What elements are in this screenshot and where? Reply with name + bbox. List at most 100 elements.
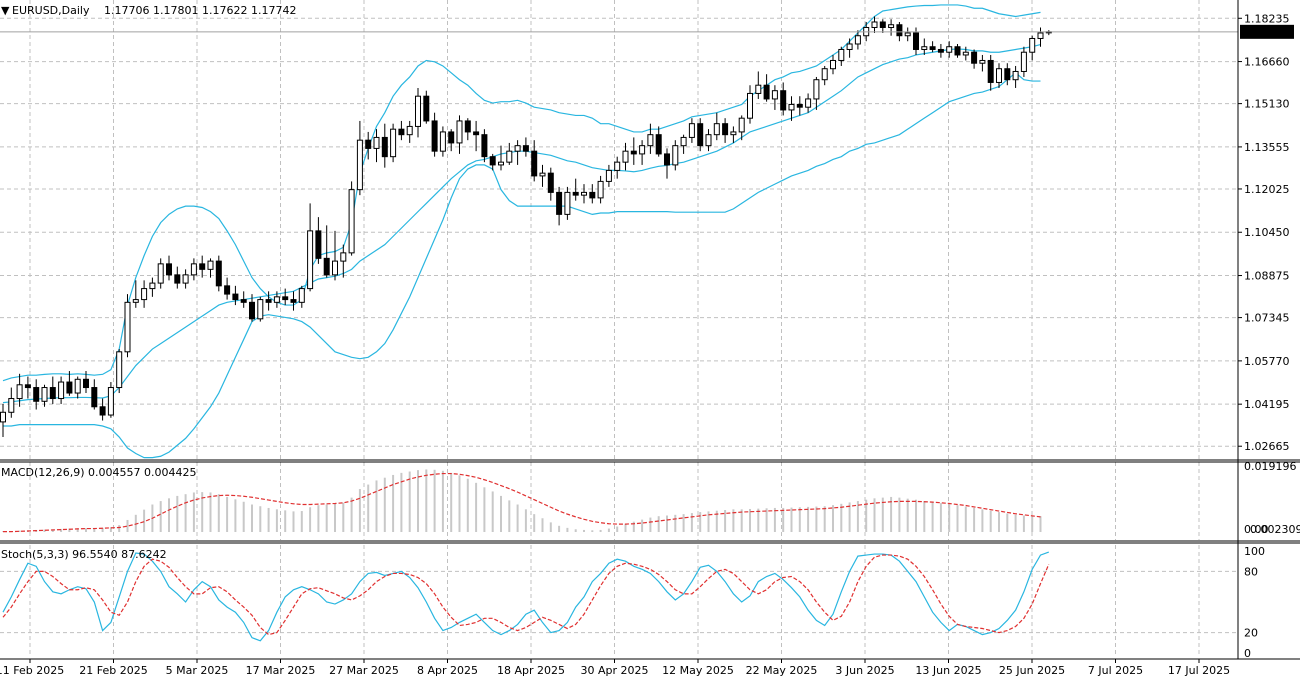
current-price-label: 1.17742 [1244, 26, 1290, 39]
candle-body-bull [730, 131, 737, 136]
candle-body-bull [257, 299, 264, 320]
price-tick-label: 1.07345 [1244, 312, 1290, 325]
candle-body-bull [738, 117, 745, 133]
candle-body-bull [373, 136, 380, 149]
current-price-tag [1240, 24, 1294, 39]
date-label: 17 Mar 2025 [246, 664, 316, 677]
header-marker: ▼ [1, 4, 10, 17]
candle-body-bull [273, 296, 280, 303]
candle-body-bear [215, 260, 222, 287]
candle-body-bear [448, 131, 455, 144]
candle-body-bear [240, 299, 247, 303]
date-label: 21 Feb 2025 [79, 664, 147, 677]
candle-body-bull [514, 145, 521, 152]
candle-body-bear [722, 123, 729, 136]
candle-body-bull [149, 282, 156, 290]
candle-body-bull [58, 381, 65, 400]
candle-body-bull [921, 46, 928, 50]
candle-body-bull [456, 120, 463, 144]
date-label: 17 Jul 2025 [1168, 664, 1230, 677]
candle-body-bear [879, 21, 886, 28]
candle-body-bear [664, 153, 670, 166]
candle-body-bear [655, 134, 662, 155]
candle-body-bull [406, 125, 413, 136]
candle-body-bear [796, 103, 803, 108]
candle-body-bear [315, 230, 322, 259]
price-tick-label: 1.16660 [1244, 56, 1290, 69]
stoch-label: Stoch(5,3,3) 96.5540 87.6242 [1, 548, 167, 561]
candle-body-bull [348, 189, 355, 254]
candle-body-bear [91, 387, 98, 408]
candle-body-bear [282, 296, 289, 301]
macd-signal-line [3, 472, 1041, 533]
candle-body-bull [332, 260, 338, 276]
candle-body-bull [713, 123, 720, 136]
candle-body-bear [323, 257, 330, 276]
candle-body-bull [16, 384, 23, 400]
stoch-tick-label: 80 [1244, 565, 1258, 578]
candle-body-bear [556, 191, 563, 215]
candle-body-bear [398, 128, 405, 136]
candle-body-bull [340, 252, 347, 262]
candle-body-bull [141, 288, 148, 301]
candle-body-bull [564, 191, 571, 215]
stoch-tick-label: 100 [1244, 545, 1265, 558]
candle-body-bear [913, 32, 919, 50]
candle-body-bear [423, 95, 430, 122]
macd-tick-label: 0.002309 [1250, 523, 1300, 536]
price-tick-label: 1.12025 [1244, 183, 1290, 196]
date-label: 27 Mar 2025 [329, 664, 399, 677]
candle-body-bear [464, 120, 471, 133]
candle-body-bull [539, 172, 546, 177]
candle-body-bull [614, 161, 621, 171]
candle-body-bull [1020, 51, 1027, 72]
candle-body-bear [224, 285, 231, 295]
candle-body-bear [381, 136, 388, 158]
candle-body-bear [572, 191, 579, 196]
header-ohlc: 1.17706 1.17801 1.17622 1.17742 [104, 4, 296, 17]
candle-body-bull [207, 260, 214, 270]
candle-body-bear [265, 299, 272, 303]
candle-body-bull [506, 150, 513, 163]
candle-body-bull [871, 21, 878, 28]
candle-body-bull [805, 98, 812, 108]
date-label: 12 May 2025 [662, 664, 734, 677]
candle-body-bear [431, 120, 438, 152]
candle-body-bull [846, 43, 853, 50]
date-label: 11 Feb 2025 [0, 664, 64, 677]
candle-body-bull [390, 128, 397, 158]
date-label: 30 Apr 2025 [580, 664, 648, 677]
candle-body-bull [755, 84, 762, 94]
candle-body-bull [1012, 70, 1019, 81]
candle-body-bear [174, 274, 181, 284]
bollinger-middle-line [2, 43, 1041, 404]
candle-body-bear [481, 134, 488, 158]
candle-body-bull [415, 95, 421, 127]
candle-body-bear [780, 90, 787, 111]
candle-body-bear [199, 263, 206, 270]
candle-body-bear [954, 46, 961, 56]
stoch-tick-label: 0 [1244, 647, 1251, 660]
candle-body-bear [66, 381, 73, 394]
price-tick-label: 1.08875 [1244, 270, 1290, 283]
candle-body-bull [41, 387, 48, 402]
candle-body-bear [531, 150, 538, 177]
date-label: 3 Jun 2025 [835, 664, 894, 677]
candle-body-bull [0, 411, 6, 423]
candle-body-bull [647, 134, 654, 147]
candle-body-bear [24, 384, 31, 389]
date-label: 8 Apr 2025 [417, 664, 478, 677]
candle-body-bull [904, 32, 911, 37]
candle-body-bear [473, 131, 480, 136]
candle-body-bull [854, 35, 861, 45]
stoch-main-line [2, 551, 1050, 642]
macd-tick-label: 0.019196 [1244, 460, 1297, 473]
candle-body-bull [705, 134, 712, 147]
price-plot [0, 4, 1238, 459]
date-label: 13 Jun 2025 [915, 664, 981, 677]
candle-body-bull [107, 387, 114, 416]
candle-body-bear [589, 191, 596, 199]
